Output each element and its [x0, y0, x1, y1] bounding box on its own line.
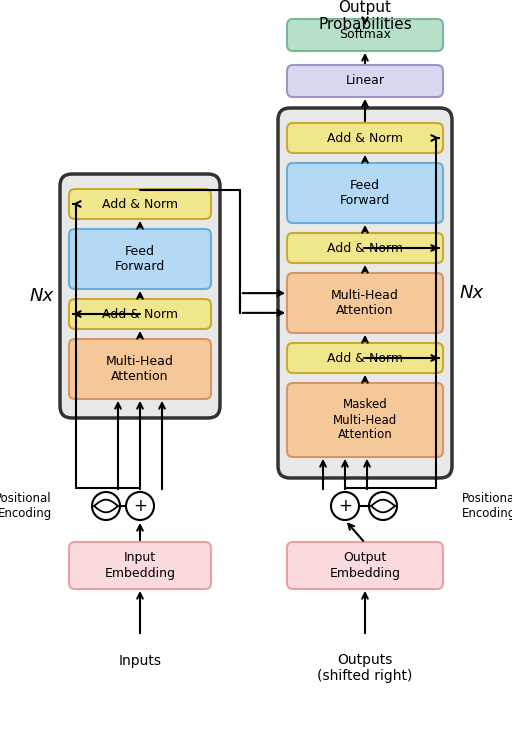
- FancyBboxPatch shape: [278, 108, 452, 478]
- FancyBboxPatch shape: [69, 339, 211, 399]
- Text: Feed
Forward: Feed Forward: [340, 179, 390, 207]
- Text: Positional
Encoding: Positional Encoding: [0, 492, 52, 520]
- Text: Outputs
(shifted right): Outputs (shifted right): [317, 653, 413, 683]
- FancyBboxPatch shape: [69, 189, 211, 219]
- Text: Add & Norm: Add & Norm: [102, 308, 178, 321]
- Text: Nx: Nx: [30, 287, 54, 305]
- FancyBboxPatch shape: [287, 123, 443, 153]
- FancyBboxPatch shape: [287, 163, 443, 223]
- Text: Add & Norm: Add & Norm: [327, 352, 403, 364]
- FancyBboxPatch shape: [287, 65, 443, 97]
- Text: Output
Probabilities: Output Probabilities: [318, 0, 412, 33]
- Text: +: +: [133, 497, 147, 515]
- Text: Output
Embedding: Output Embedding: [330, 551, 400, 580]
- Text: Inputs: Inputs: [118, 654, 161, 668]
- FancyBboxPatch shape: [287, 343, 443, 373]
- Text: Input
Embedding: Input Embedding: [104, 551, 176, 580]
- Text: Multi-Head
Attention: Multi-Head Attention: [106, 355, 174, 383]
- FancyBboxPatch shape: [69, 542, 211, 589]
- FancyBboxPatch shape: [69, 299, 211, 329]
- FancyBboxPatch shape: [287, 542, 443, 589]
- Text: Positional
Encoding: Positional Encoding: [462, 492, 512, 520]
- Text: Feed
Forward: Feed Forward: [115, 245, 165, 273]
- Text: Add & Norm: Add & Norm: [327, 241, 403, 255]
- FancyBboxPatch shape: [287, 383, 443, 457]
- Text: Linear: Linear: [346, 75, 385, 88]
- FancyBboxPatch shape: [287, 273, 443, 333]
- Text: Add & Norm: Add & Norm: [102, 197, 178, 210]
- Text: Add & Norm: Add & Norm: [327, 132, 403, 144]
- Text: Multi-Head
Attention: Multi-Head Attention: [331, 289, 399, 317]
- FancyBboxPatch shape: [287, 233, 443, 263]
- FancyBboxPatch shape: [60, 174, 220, 418]
- Text: Masked
Multi-Head
Attention: Masked Multi-Head Attention: [333, 398, 397, 442]
- Text: Softmax: Softmax: [339, 29, 391, 42]
- FancyBboxPatch shape: [287, 19, 443, 51]
- FancyBboxPatch shape: [69, 229, 211, 289]
- Text: Nx: Nx: [460, 284, 484, 302]
- Text: +: +: [338, 497, 352, 515]
